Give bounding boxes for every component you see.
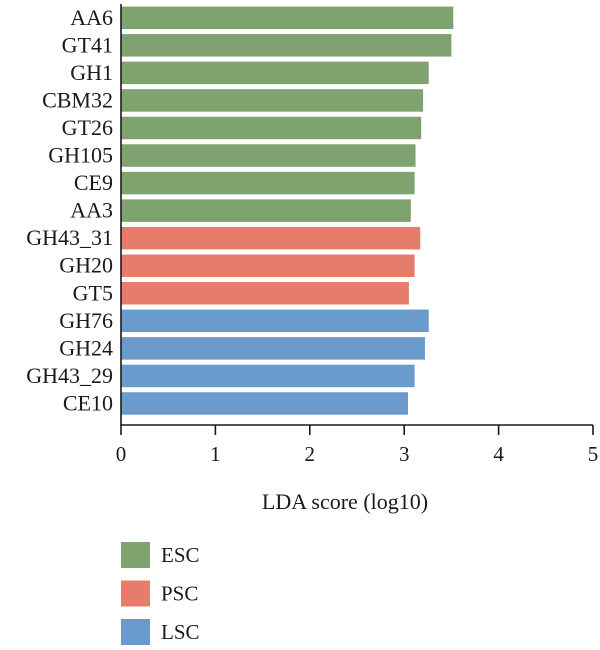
bar-aa3	[121, 199, 411, 222]
bar-gh24	[121, 337, 425, 360]
category-label: GH43_31	[26, 225, 113, 250]
category-label: GH24	[59, 335, 113, 360]
bar-gh105	[121, 144, 416, 167]
bar-ce10	[121, 392, 408, 415]
legend-swatch-psc	[121, 580, 150, 607]
category-label: GH105	[48, 143, 113, 168]
bar-gt5	[121, 282, 409, 305]
x-tick-label: 0	[116, 442, 127, 466]
category-label: GH1	[70, 60, 113, 85]
legend-label-lsc: LSC	[161, 620, 200, 644]
x-tick-label: 2	[305, 442, 316, 466]
legend-label-psc: PSC	[161, 582, 198, 606]
bar-gt41	[121, 34, 452, 57]
category-label: GT5	[73, 280, 113, 305]
category-label: CE10	[63, 390, 113, 415]
x-tick-label: 5	[588, 442, 599, 466]
axes-group: 0 1 2 3 4 5 LDA score (log10)	[116, 4, 599, 514]
bars-group	[121, 6, 454, 415]
category-label: GH20	[59, 253, 113, 278]
category-label: AA3	[70, 198, 113, 223]
category-label: GH76	[59, 308, 113, 333]
bar-cbm32	[121, 89, 424, 112]
category-label: GH43_29	[26, 363, 113, 388]
x-axis-title: LDA score (log10)	[262, 489, 428, 514]
bar-gh43-29	[121, 364, 415, 388]
bar-gh20	[121, 254, 415, 277]
legend-label-esc: ESC	[161, 543, 200, 567]
bar-aa6	[121, 6, 454, 30]
category-label: AA6	[70, 5, 113, 30]
bar-gt26	[121, 116, 422, 140]
bar-gh1	[121, 61, 429, 85]
x-tick-label: 1	[210, 442, 221, 466]
category-label: CE9	[74, 170, 113, 195]
category-label: GT26	[62, 115, 113, 140]
legend-swatch-esc	[121, 542, 150, 568]
category-label: CBM32	[42, 87, 113, 112]
x-tick-label: 4	[493, 442, 504, 466]
legend-swatch-lsc	[121, 619, 150, 645]
bar-ce9	[121, 171, 415, 195]
bar-gh76	[121, 309, 429, 333]
x-tick-label: 3	[399, 442, 410, 466]
bar-gh43-31	[121, 226, 421, 250]
category-label: GT41	[62, 32, 113, 57]
legend-group: ESC PSC LSC	[121, 542, 200, 645]
